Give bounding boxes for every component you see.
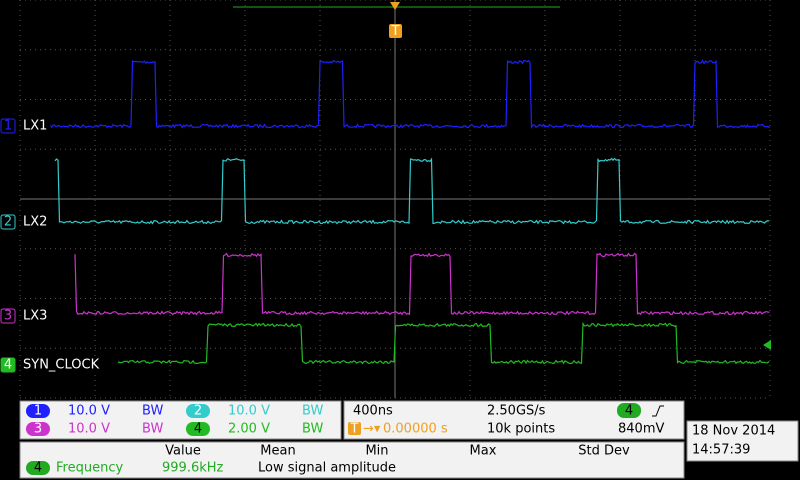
trigger-source-badge bbox=[617, 403, 641, 418]
waveforms bbox=[49, 59, 770, 365]
datetime-panel bbox=[686, 420, 799, 462]
channel-badge bbox=[186, 404, 210, 418]
channel-marker-number: 1 bbox=[4, 119, 12, 134]
label-background bbox=[21, 214, 51, 230]
channel-scale: 2.00 V bbox=[228, 422, 270, 437]
trigger-icon-label: T bbox=[350, 422, 359, 437]
measurement-status: Low signal amplitude bbox=[258, 461, 396, 476]
channel-badge-number: 1 bbox=[34, 404, 42, 419]
date: 18 Nov 2014 bbox=[692, 424, 775, 439]
measurement-panel bbox=[19, 441, 685, 479]
channel-labels: 1 LX1 2 LX2 3 LX3 4 SYN_CLOCK bbox=[0, 118, 102, 373]
channel-marker-number: 2 bbox=[4, 215, 12, 230]
channel-settings: 1 10.0 V BW 2 10.0 V BW 3 10.0 V BW 4 2.00 V BW bbox=[26, 404, 323, 437]
trigger-marker-label: T bbox=[391, 24, 400, 39]
channel-panel bbox=[19, 400, 342, 440]
channel-marker-number: 3 bbox=[4, 309, 12, 324]
waveform bbox=[117, 321, 770, 365]
trigger-level: 840mV bbox=[618, 422, 664, 437]
measurement-header: Mean bbox=[260, 444, 295, 459]
channel-scale: 10.0 V bbox=[228, 404, 270, 419]
channel-label: LX1 bbox=[23, 119, 47, 134]
measurements: Value Mean Min Max Std Dev 4 Frequency 999.6kHz… bbox=[26, 444, 630, 476]
measurement-source: 4 bbox=[34, 461, 42, 476]
channel-badge-number: 3 bbox=[34, 422, 42, 437]
bandwidth-limit: BW bbox=[142, 404, 163, 419]
channel-marker bbox=[0, 118, 16, 134]
measurement-header: Min bbox=[365, 444, 388, 459]
measurement-header: Std Dev bbox=[578, 444, 630, 459]
bandwidth-limit: BW bbox=[302, 404, 323, 419]
channel-scale: 10.0 V bbox=[68, 422, 110, 437]
horizontal-scale: 400ns bbox=[353, 404, 393, 419]
channel-marker bbox=[0, 357, 16, 373]
source-badge bbox=[26, 461, 50, 475]
waveform bbox=[54, 157, 770, 225]
bandwidth-limit: BW bbox=[302, 422, 323, 437]
channel-badge bbox=[26, 404, 50, 418]
measurement-value: 999.6kHz bbox=[162, 461, 224, 476]
trigger-arrow: →▾ bbox=[363, 422, 381, 437]
record-length: 10k points bbox=[487, 422, 555, 437]
trigger-icon bbox=[348, 422, 361, 435]
channel-badge-number: 4 bbox=[194, 422, 202, 437]
measurement-header: Max bbox=[470, 444, 497, 459]
label-background bbox=[21, 357, 102, 373]
trigger-source: 4 bbox=[625, 404, 633, 419]
measurement-name: Frequency bbox=[56, 461, 123, 476]
channel-marker-number: 4 bbox=[4, 358, 12, 373]
trigger-slope bbox=[652, 405, 664, 417]
trigger-marker: T bbox=[389, 2, 402, 39]
channel-label: SYN_CLOCK bbox=[23, 358, 100, 373]
bandwidth-limit: BW bbox=[142, 422, 163, 437]
waveform bbox=[74, 252, 770, 316]
sample-rate: 2.50GS/s bbox=[487, 404, 546, 419]
channel-scale: 10.0 V bbox=[68, 404, 110, 419]
channel-badge-number: 2 bbox=[194, 404, 202, 419]
time: 14:57:39 bbox=[692, 443, 750, 458]
label-background bbox=[21, 308, 51, 324]
trigger-position: 0.00000 s bbox=[383, 422, 448, 437]
channel-label: LX2 bbox=[23, 215, 47, 230]
graticule bbox=[19, 0, 771, 399]
channel-marker bbox=[0, 214, 16, 230]
channel-badge bbox=[186, 422, 210, 436]
measurement-header: Value bbox=[165, 444, 201, 459]
trigger-level-marker bbox=[763, 340, 771, 350]
channel-label: LX3 bbox=[23, 309, 47, 324]
waveform bbox=[49, 59, 770, 130]
label-background bbox=[21, 118, 51, 134]
channel-badge bbox=[26, 422, 50, 436]
channel-marker bbox=[0, 308, 16, 324]
